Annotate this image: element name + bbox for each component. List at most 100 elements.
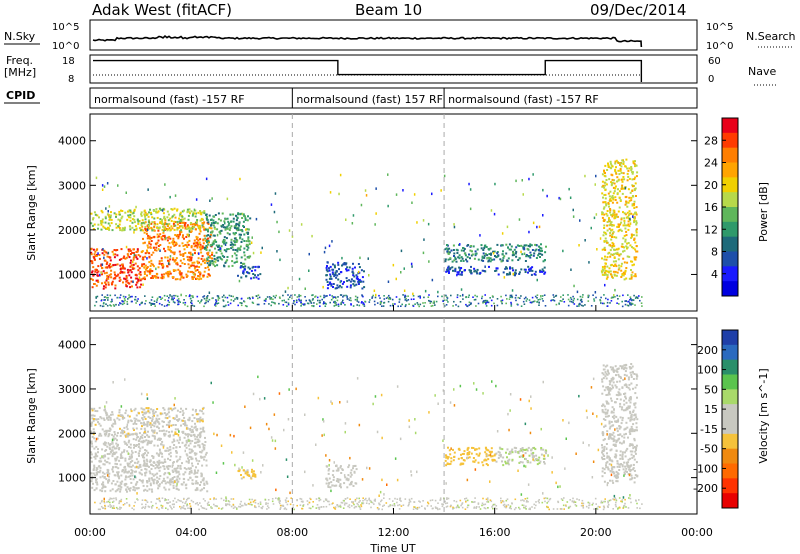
data-cell: [206, 241, 208, 244]
data-cell: [186, 427, 189, 430]
data-cell: [178, 220, 181, 223]
data-cell: [176, 467, 179, 470]
data-cell: [446, 457, 449, 460]
data-cell: [462, 459, 465, 461]
data-cell: [141, 436, 144, 439]
data-cell: [625, 200, 628, 203]
data-cell: [188, 459, 190, 462]
data-cell: [125, 275, 128, 277]
data-cell: [612, 186, 615, 189]
data-cell: [153, 425, 156, 428]
data-cell: [460, 259, 463, 262]
data-cell: [525, 254, 528, 256]
data-cell: [249, 255, 252, 258]
data-cell: [106, 413, 109, 416]
data-cell: [186, 208, 189, 211]
data-cell: [493, 459, 496, 462]
data-cell: [619, 402, 622, 405]
data-cell: [538, 225, 541, 229]
data-cell: [152, 474, 155, 477]
data-cell: [159, 466, 162, 469]
data-cell: [215, 244, 218, 247]
data-cell: [132, 433, 135, 436]
data-cell: [464, 269, 466, 272]
data-cell: [511, 458, 514, 461]
data-cell: [466, 448, 469, 451]
data-cell: [606, 456, 609, 459]
data-cell: [327, 482, 330, 485]
data-cell: [206, 239, 209, 242]
data-cell: [609, 449, 612, 452]
data-cell: [147, 220, 150, 224]
data-cell: [193, 239, 196, 242]
data-cell: [612, 368, 615, 371]
data-cell: [135, 482, 138, 485]
data-cell: [601, 271, 604, 274]
data-cell: [533, 446, 536, 449]
data-cell: [298, 277, 301, 281]
data-cell: [383, 295, 385, 297]
data-cell: [147, 439, 150, 442]
data-cell: [472, 457, 475, 459]
data-cell: [162, 207, 165, 210]
data-cell: [170, 225, 173, 228]
data-cell: [196, 475, 199, 478]
data-cell: [636, 250, 639, 253]
data-cell: [325, 266, 328, 269]
data-cell: [123, 271, 126, 274]
data-cell: [611, 437, 614, 440]
data-cell: [161, 266, 164, 269]
data-cell: [194, 273, 196, 276]
data-cell: [199, 238, 202, 241]
data-cell: [117, 475, 120, 478]
data-cell: [284, 301, 287, 303]
data-cell: [175, 450, 178, 453]
data-cell: [148, 435, 151, 438]
data-cell: [518, 450, 521, 453]
data-cell: [610, 213, 613, 216]
data-cell: [132, 488, 135, 491]
data-cell: [512, 269, 514, 272]
data-cell: [629, 396, 632, 398]
data-cell: [212, 240, 215, 243]
data-cell: [167, 407, 170, 410]
data-cell: [422, 219, 425, 222]
data-cell: [514, 297, 517, 299]
data-cell: [633, 373, 636, 375]
data-cell: [156, 297, 159, 300]
data-cell: [126, 471, 129, 474]
data-cell: [629, 397, 632, 400]
data-cell: [111, 413, 114, 416]
data-cell: [128, 465, 131, 468]
data-cell: [195, 198, 198, 201]
data-cell: [633, 221, 636, 224]
data-cell: [307, 302, 310, 305]
data-cell: [342, 299, 344, 302]
data-cell: [163, 486, 166, 489]
data-cell: [610, 183, 613, 186]
data-cell: [139, 435, 142, 438]
data-cell: [140, 302, 142, 305]
data-cell: [605, 204, 608, 207]
data-cell: [104, 215, 107, 218]
data-cell: [624, 395, 627, 398]
data-cell: [601, 392, 604, 395]
data-cell: [452, 305, 454, 307]
data-cell: [199, 484, 201, 486]
data-cell: [176, 409, 179, 412]
data-cell: [190, 471, 193, 474]
data-cell: [153, 235, 156, 238]
data-cell: [224, 261, 227, 264]
data-cell: [528, 270, 531, 272]
data-cell: [112, 480, 115, 482]
data-cell: [153, 435, 156, 438]
data-cell: [115, 457, 118, 460]
data-cell: [608, 267, 611, 270]
data-cell: [95, 445, 98, 448]
data-cell: [469, 257, 471, 260]
data-cell: [247, 228, 250, 231]
data-cell: [345, 268, 348, 271]
data-cell: [233, 225, 236, 228]
data-cell: [257, 274, 260, 277]
data-cell: [602, 385, 605, 388]
